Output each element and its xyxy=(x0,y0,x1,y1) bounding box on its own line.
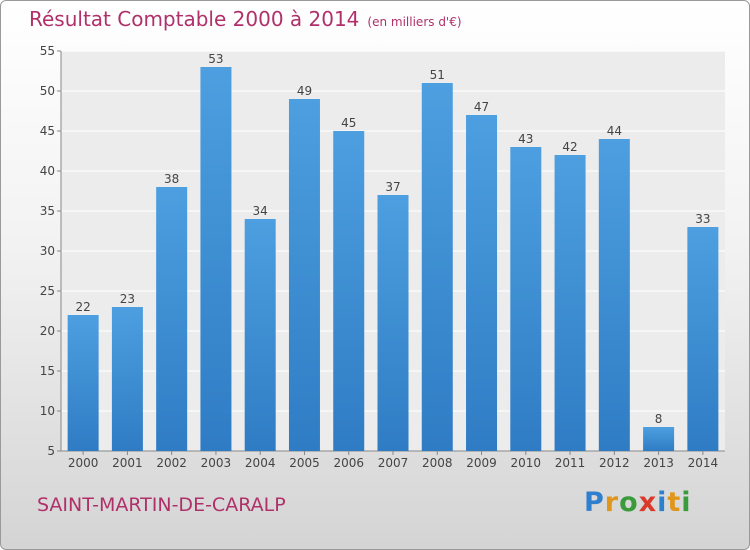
bar xyxy=(200,67,232,451)
bar xyxy=(466,115,498,451)
y-tick-label: 45 xyxy=(40,124,55,138)
x-tick-label: 2001 xyxy=(112,456,143,470)
y-tick-label: 10 xyxy=(40,404,55,418)
bar xyxy=(111,307,143,451)
bar xyxy=(156,187,188,451)
y-tick-label: 5 xyxy=(47,444,55,458)
x-tick-label: 2007 xyxy=(378,456,409,470)
bar xyxy=(244,219,276,451)
x-tick-label: 2013 xyxy=(643,456,674,470)
y-tick-label: 40 xyxy=(40,164,55,178)
chart-title: Résultat Comptable 2000 à 2014 (en millie… xyxy=(29,7,462,31)
x-tick-label: 2002 xyxy=(156,456,187,470)
x-tick-label: 2009 xyxy=(466,456,497,470)
y-tick-label: 25 xyxy=(40,284,55,298)
y-tick-label: 15 xyxy=(40,364,55,378)
bar-value-label: 33 xyxy=(695,212,710,226)
x-tick-label: 2004 xyxy=(245,456,276,470)
bar-value-label: 51 xyxy=(430,68,445,82)
x-tick-label: 2011 xyxy=(555,456,586,470)
y-tick-label: 30 xyxy=(40,244,55,258)
bar xyxy=(598,139,630,451)
y-tick-label: 50 xyxy=(40,84,55,98)
bar-value-label: 42 xyxy=(562,140,577,154)
chart-unit-label: (en milliers d'€) xyxy=(367,15,462,29)
bar xyxy=(510,147,542,451)
bar-value-label: 49 xyxy=(297,84,312,98)
x-tick-label: 2010 xyxy=(511,456,542,470)
y-tick-label: 20 xyxy=(40,324,55,338)
y-tick-label: 55 xyxy=(40,44,55,58)
bar-value-label: 22 xyxy=(75,300,90,314)
bar-value-label: 43 xyxy=(518,132,533,146)
bar-value-label: 34 xyxy=(253,204,268,218)
x-tick-label: 2008 xyxy=(422,456,453,470)
chart-title-text: Résultat Comptable 2000 à 2014 xyxy=(29,7,360,31)
bar-value-label: 45 xyxy=(341,116,356,130)
commune-name: SAINT-MARTIN-DE-CARALP xyxy=(37,494,286,516)
bar-value-label: 37 xyxy=(385,180,400,194)
bar xyxy=(421,83,453,451)
x-tick-label: 2006 xyxy=(333,456,364,470)
x-tick-label: 2000 xyxy=(68,456,99,470)
x-tick-label: 2012 xyxy=(599,456,630,470)
bar xyxy=(554,155,586,451)
bar xyxy=(67,315,99,451)
bar xyxy=(288,99,320,451)
bar-value-label: 38 xyxy=(164,172,179,186)
bar xyxy=(333,131,365,451)
bar xyxy=(377,195,409,451)
bar-value-label: 47 xyxy=(474,100,489,114)
bar-value-label: 53 xyxy=(208,52,223,66)
x-tick-label: 2014 xyxy=(688,456,719,470)
bar-value-label: 44 xyxy=(607,124,622,138)
proxiti-logo: Proxiti xyxy=(584,487,692,518)
x-tick-label: 2005 xyxy=(289,456,320,470)
x-tick-label: 2003 xyxy=(201,456,232,470)
bar xyxy=(687,227,719,451)
bar-value-label: 23 xyxy=(120,292,135,306)
bar xyxy=(643,427,675,451)
bar-value-label: 8 xyxy=(655,412,663,426)
y-tick-label: 35 xyxy=(40,204,55,218)
